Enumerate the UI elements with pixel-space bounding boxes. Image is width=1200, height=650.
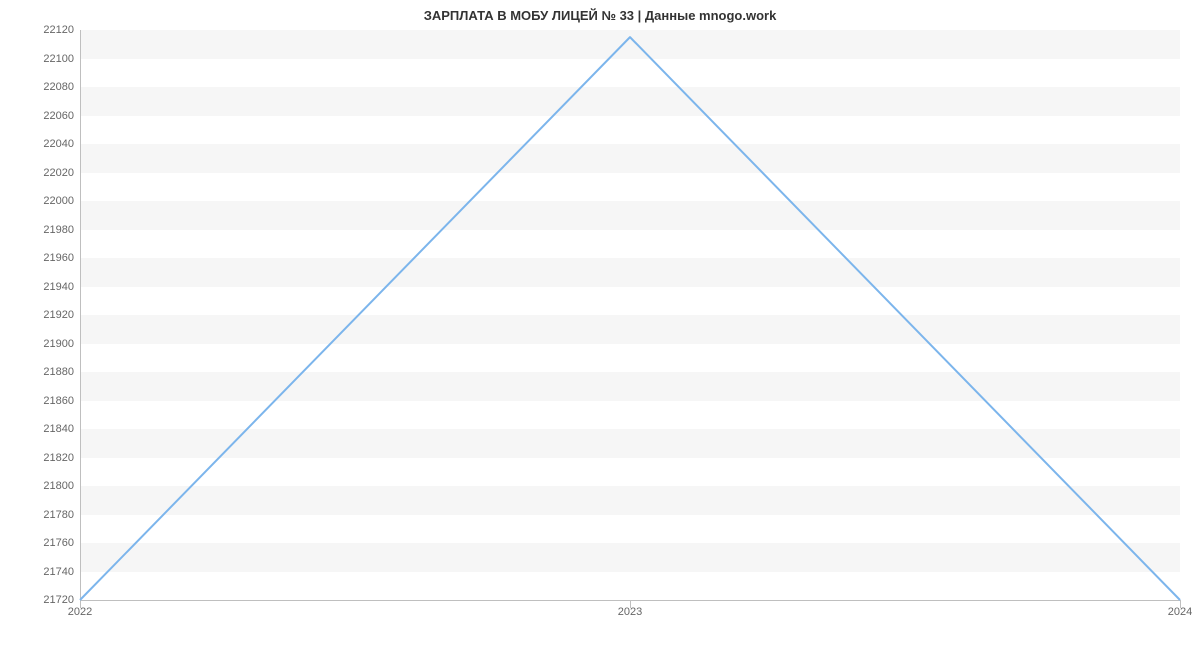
y-axis-label: 21760 — [43, 537, 80, 549]
y-axis-label: 21800 — [43, 480, 80, 492]
y-axis-label: 22080 — [43, 81, 80, 93]
y-axis-label: 21840 — [43, 423, 80, 435]
y-axis-label: 21900 — [43, 338, 80, 350]
x-axis-label: 2024 — [1168, 600, 1192, 618]
y-axis-label: 22020 — [43, 167, 80, 179]
salary-chart: ЗАРПЛАТА В МОБУ ЛИЦЕЙ № 33 | Данные mnog… — [0, 0, 1200, 650]
y-axis-label: 22000 — [43, 195, 80, 207]
y-axis-label: 22060 — [43, 110, 80, 122]
x-axis-label: 2023 — [618, 600, 642, 618]
y-axis-label: 21780 — [43, 509, 80, 521]
chart-title: ЗАРПЛАТА В МОБУ ЛИЦЕЙ № 33 | Данные mnog… — [0, 8, 1200, 23]
y-axis-label: 21940 — [43, 281, 80, 293]
salary-line — [80, 37, 1180, 600]
x-axis-label: 2022 — [68, 600, 92, 618]
y-axis-label: 22040 — [43, 138, 80, 150]
line-series — [80, 30, 1180, 600]
y-axis-label: 22100 — [43, 53, 80, 65]
y-axis-label: 21920 — [43, 309, 80, 321]
y-axis-label: 21960 — [43, 252, 80, 264]
y-axis-label: 21740 — [43, 566, 80, 578]
y-axis-label: 21880 — [43, 366, 80, 378]
y-axis-label: 22120 — [43, 24, 80, 36]
y-axis-label: 21860 — [43, 395, 80, 407]
plot-area: 2172021740217602178021800218202184021860… — [80, 30, 1180, 600]
y-axis-label: 21980 — [43, 224, 80, 236]
y-axis-label: 21820 — [43, 452, 80, 464]
